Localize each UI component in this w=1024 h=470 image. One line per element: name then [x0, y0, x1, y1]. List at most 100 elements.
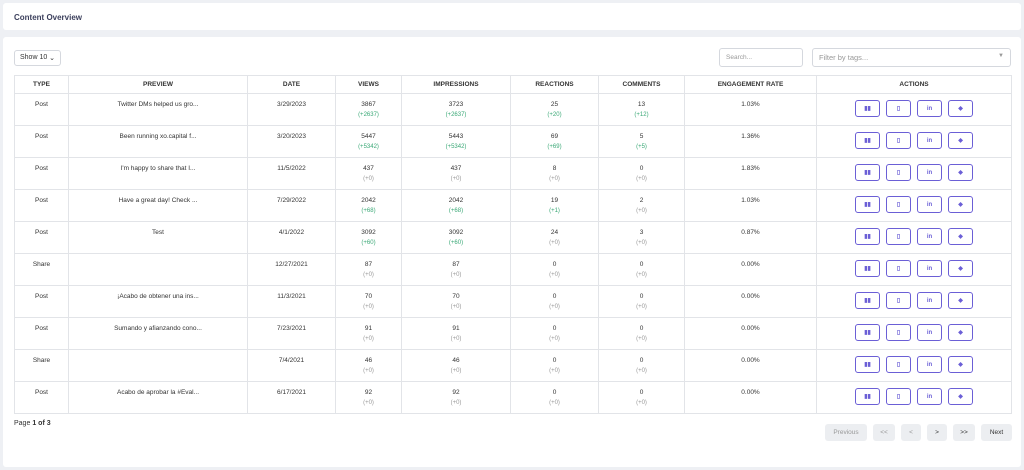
document-action-button[interactable]: ▯ [886, 196, 911, 213]
tag-action-button[interactable]: ◆ [948, 132, 973, 149]
tag-action-button[interactable]: ◆ [948, 228, 973, 245]
document-action-button[interactable]: ▯ [886, 292, 911, 309]
linkedin-action-button[interactable]: in [917, 164, 942, 181]
chart-action-button[interactable]: ▮▮ [855, 292, 880, 309]
reactions-cell-delta: (+0) [549, 240, 560, 246]
tag-action-button[interactable]: ◆ [948, 100, 973, 117]
chart-icon: ▮▮ [864, 201, 871, 208]
next-page-button[interactable]: > [927, 424, 947, 441]
document-action-button[interactable]: ▯ [886, 132, 911, 149]
document-icon: ▯ [896, 169, 901, 176]
date-cell: 11/3/2021 [247, 285, 336, 318]
search-input[interactable]: Search... [719, 48, 803, 67]
reactions-cell-delta: (+0) [549, 336, 560, 342]
document-action-button[interactable]: ▯ [886, 164, 911, 181]
linkedin-action-button[interactable]: in [917, 196, 942, 213]
last-page-button[interactable]: >> [953, 424, 975, 441]
type-cell: Post [14, 285, 69, 318]
chart-action-button[interactable]: ▮▮ [855, 196, 880, 213]
table-row[interactable]: Post Sumando y afianzando cono... 7/23/202… [14, 317, 1012, 350]
document-action-button[interactable]: ▯ [886, 228, 911, 245]
tag-filter-select[interactable]: Filter by tags... ▼ [812, 48, 1011, 67]
views-cell: 92 (+0) [335, 381, 402, 414]
prev-page-button[interactable]: < [901, 424, 921, 441]
tag-action-button[interactable]: ◆ [948, 292, 973, 309]
table-row[interactable]: Post Twitter DMs helped us gro... 3/29/202… [14, 93, 1012, 126]
document-action-button[interactable]: ▯ [886, 356, 911, 373]
linkedin-action-button[interactable]: in [917, 228, 942, 245]
type-cell: Post [14, 221, 69, 254]
linkedin-icon: in [926, 169, 933, 176]
table-row[interactable]: Post Been running xo.capital f... 3/20/202… [14, 125, 1012, 158]
linkedin-icon: in [926, 105, 933, 112]
search-placeholder: Search... [726, 54, 753, 61]
views-cell-delta: (+0) [363, 336, 374, 342]
date-cell: 11/5/2022 [247, 157, 336, 190]
impressions-cell-value: 87 [452, 261, 460, 268]
views-cell: 437 (+0) [335, 157, 402, 190]
page-size-select[interactable]: Show 10 ⌄ [14, 50, 61, 66]
linkedin-action-button[interactable]: in [917, 292, 942, 309]
column-header: ENGAGEMENT RATE [684, 75, 817, 94]
tag-action-button[interactable]: ◆ [948, 356, 973, 373]
document-action-button[interactable]: ▯ [886, 388, 911, 405]
views-cell-value: 3867 [361, 101, 376, 108]
views-cell: 3867 (+2637) [335, 93, 402, 126]
comments-cell-delta: (+0) [636, 176, 647, 182]
table-row[interactable]: Post Test 4/1/2022 3092 (+60) 3092 (+60) 24 (+0)… [14, 221, 1012, 254]
linkedin-icon: in [926, 265, 933, 272]
chart-action-button[interactable]: ▮▮ [855, 132, 880, 149]
tag-action-button[interactable]: ◆ [948, 164, 973, 181]
first-page-button[interactable]: << [873, 424, 895, 441]
views-cell: 5447 (+5342) [335, 125, 402, 158]
comments-cell-delta: (+0) [636, 336, 647, 342]
table-row[interactable]: Share 7/4/2021 46 (+0) 46 (+0) 0 (+0) 0 (+0) 0.00%… [14, 349, 1012, 382]
caret-down-icon: ▼ [998, 53, 1004, 59]
preview-cell: Have a great day! Check ... [68, 189, 248, 222]
views-cell-delta: (+0) [363, 304, 374, 310]
reactions-cell: 69 (+69) [510, 125, 599, 158]
tag-action-button[interactable]: ◆ [948, 324, 973, 341]
engagement-cell: 1.03% [684, 93, 817, 126]
table-row[interactable]: Post I'm happy to share that I... 11/5/202… [14, 157, 1012, 190]
tag-action-button[interactable]: ◆ [948, 196, 973, 213]
chart-action-button[interactable]: ▮▮ [855, 228, 880, 245]
linkedin-action-button[interactable]: in [917, 356, 942, 373]
table-row[interactable]: Post Acabo de aprobar la #Eval... 6/17/202… [14, 381, 1012, 414]
reactions-cell-value: 19 [550, 197, 559, 204]
preview-cell: Been running xo.capital f... [68, 125, 248, 158]
table-row[interactable]: Post ¡Acabo de obtener una ins... 11/3/202… [14, 285, 1012, 318]
tag-action-button[interactable]: ◆ [948, 388, 973, 405]
linkedin-action-button[interactable]: in [917, 100, 942, 117]
document-action-button[interactable]: ▯ [886, 324, 911, 341]
next-button[interactable]: Next [981, 424, 1012, 441]
chart-action-button[interactable]: ▮▮ [855, 260, 880, 277]
views-cell-value: 70 [364, 293, 373, 300]
document-action-button[interactable]: ▯ [886, 100, 911, 117]
views-cell-delta: (+5342) [358, 144, 379, 150]
linkedin-action-button[interactable]: in [917, 324, 942, 341]
engagement-cell: 0.00% [684, 317, 817, 350]
chart-action-button[interactable]: ▮▮ [855, 100, 880, 117]
views-cell: 70 (+0) [335, 285, 402, 318]
linkedin-action-button[interactable]: in [917, 388, 942, 405]
document-action-button[interactable]: ▯ [886, 260, 911, 277]
table-row[interactable]: Share 12/27/2021 87 (+0) 87 (+0) 0 (+0) 0 (+0) 0.0… [14, 253, 1012, 286]
chart-action-button[interactable]: ▮▮ [855, 356, 880, 373]
views-cell-delta: (+0) [363, 400, 374, 406]
linkedin-icon: in [926, 329, 933, 336]
document-icon: ▯ [896, 297, 901, 304]
comments-cell: 0 (+0) [598, 317, 685, 350]
actions-cell: ▮▮ ▯ in ◆ [816, 317, 1012, 350]
comments-cell-value: 5 [639, 133, 644, 140]
views-cell-delta: (+68) [361, 208, 376, 214]
type-cell: Post [14, 189, 69, 222]
chart-action-button[interactable]: ▮▮ [855, 388, 880, 405]
linkedin-action-button[interactable]: in [917, 260, 942, 277]
chart-action-button[interactable]: ▮▮ [855, 324, 880, 341]
tag-action-button[interactable]: ◆ [948, 260, 973, 277]
chart-action-button[interactable]: ▮▮ [855, 164, 880, 181]
table-row[interactable]: Post Have a great day! Check ... 7/29/2022… [14, 189, 1012, 222]
linkedin-action-button[interactable]: in [917, 132, 942, 149]
previous-button[interactable]: Previous [825, 424, 867, 441]
